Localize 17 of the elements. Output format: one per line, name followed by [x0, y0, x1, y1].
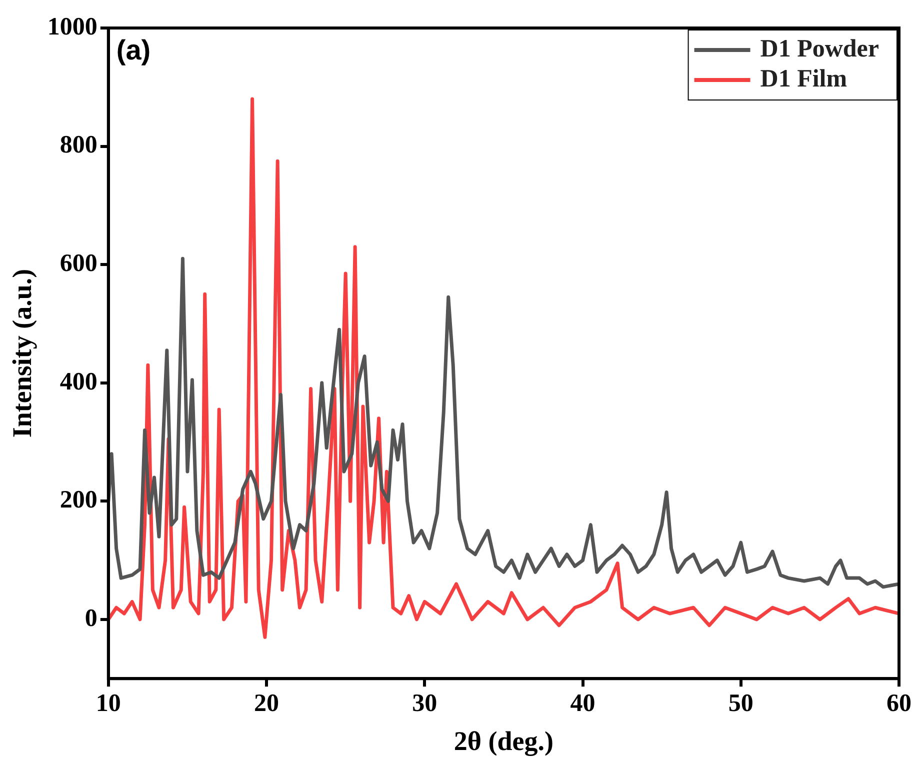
y-tick-label: 600: [60, 250, 98, 278]
y-tick-label: 800: [60, 132, 98, 159]
y-tick-label: 0: [84, 604, 98, 632]
y-tick-label: 400: [60, 368, 98, 396]
y-tick-label: 200: [60, 486, 98, 514]
x-tick-label: 10: [96, 690, 121, 718]
x-tick-label: 60: [886, 690, 912, 718]
x-axis-title: 2θ (deg.): [454, 726, 554, 756]
legend-label: D1 Film: [760, 65, 848, 92]
annotation: (a): [116, 34, 151, 66]
x-tick-label: 40: [570, 690, 596, 718]
y-tick-label: 1000: [47, 13, 98, 40]
y-axis-title: Intensity (a.u.): [7, 268, 38, 438]
x-tick-label: 20: [254, 690, 280, 718]
legend-label: D1 Powder: [760, 35, 880, 62]
x-tick-label: 50: [728, 690, 754, 718]
x-tick-label: 30: [412, 690, 438, 718]
